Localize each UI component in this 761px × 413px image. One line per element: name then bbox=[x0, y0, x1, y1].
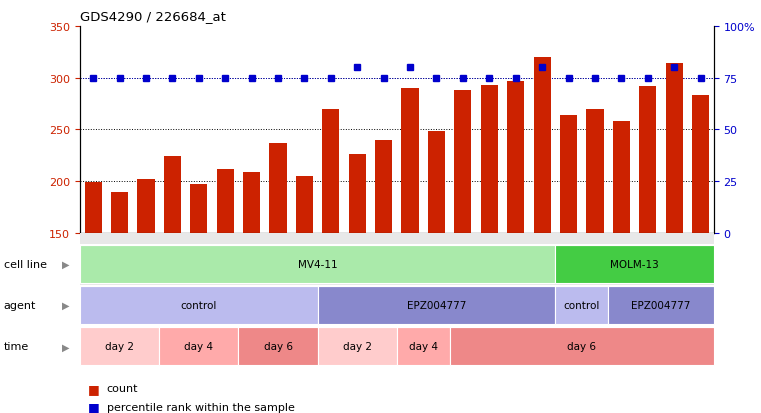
Bar bbox=[560, 116, 577, 388]
Bar bbox=[111, 192, 128, 388]
Bar bbox=[481, 86, 498, 388]
Text: agent: agent bbox=[4, 300, 37, 310]
Text: percentile rank within the sample: percentile rank within the sample bbox=[107, 402, 295, 412]
Bar bbox=[639, 87, 657, 388]
Bar bbox=[375, 140, 392, 388]
Text: EPZ004777: EPZ004777 bbox=[632, 300, 691, 310]
Bar bbox=[613, 122, 630, 388]
Bar bbox=[349, 155, 366, 388]
Text: EPZ004777: EPZ004777 bbox=[407, 300, 466, 310]
Text: day 2: day 2 bbox=[342, 342, 371, 351]
Bar bbox=[402, 89, 419, 388]
Bar bbox=[322, 109, 339, 388]
Bar bbox=[507, 82, 524, 388]
Text: day 2: day 2 bbox=[105, 342, 134, 351]
Bar bbox=[533, 58, 551, 388]
Text: MOLM-13: MOLM-13 bbox=[610, 259, 659, 269]
Text: day 4: day 4 bbox=[409, 342, 438, 351]
Text: ■: ■ bbox=[88, 382, 99, 395]
Text: day 4: day 4 bbox=[184, 342, 213, 351]
Bar bbox=[190, 185, 207, 388]
Bar bbox=[692, 96, 709, 388]
Bar bbox=[454, 91, 472, 388]
Text: count: count bbox=[107, 383, 138, 393]
Bar bbox=[296, 177, 313, 388]
Text: ▶: ▶ bbox=[62, 259, 70, 269]
Bar bbox=[164, 157, 181, 388]
Bar bbox=[269, 143, 287, 388]
Text: control: control bbox=[180, 300, 217, 310]
Bar bbox=[84, 183, 102, 388]
Text: GDS4290 / 226684_at: GDS4290 / 226684_at bbox=[80, 10, 226, 23]
Bar bbox=[666, 64, 683, 388]
Text: time: time bbox=[4, 342, 29, 351]
Text: day 6: day 6 bbox=[567, 342, 597, 351]
Text: MV4-11: MV4-11 bbox=[298, 259, 337, 269]
Text: ▶: ▶ bbox=[62, 342, 70, 351]
Bar bbox=[428, 132, 445, 388]
Text: ■: ■ bbox=[88, 400, 99, 413]
Text: day 6: day 6 bbox=[263, 342, 292, 351]
Text: cell line: cell line bbox=[4, 259, 47, 269]
Bar bbox=[587, 109, 603, 388]
Bar bbox=[137, 180, 154, 388]
Text: control: control bbox=[564, 300, 600, 310]
Text: ▶: ▶ bbox=[62, 300, 70, 310]
Bar bbox=[243, 173, 260, 388]
Bar bbox=[217, 169, 234, 388]
